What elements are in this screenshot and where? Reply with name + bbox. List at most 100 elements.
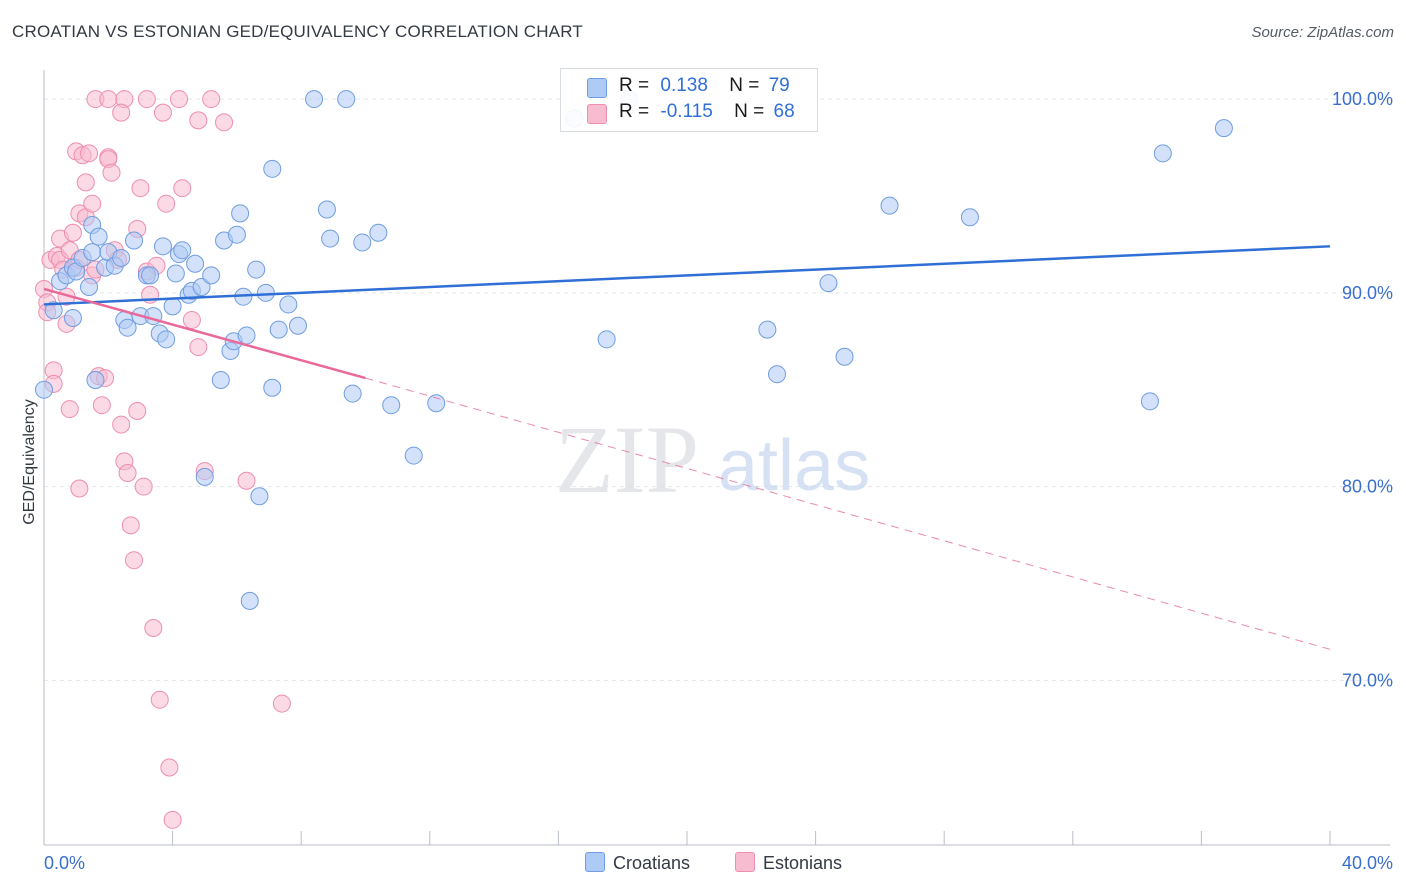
series-legend: Croatians Estonians	[0, 852, 1406, 878]
croatians-point	[758, 320, 777, 339]
croatians-point	[166, 264, 185, 283]
croatians-point	[317, 200, 336, 219]
estonians-point	[128, 402, 147, 420]
estonians-point	[112, 103, 131, 122]
croatians-point	[960, 208, 979, 227]
y-tick-label: 100.0%	[1332, 89, 1393, 109]
croatians-point	[343, 384, 362, 403]
croatians-point	[231, 204, 250, 223]
estonians-point	[150, 690, 169, 709]
croatians-point	[263, 378, 282, 397]
croatians-trend-line	[43, 245, 1331, 306]
croatians-point	[173, 241, 192, 260]
estonians-point	[92, 396, 111, 415]
croatians-point	[337, 90, 356, 109]
croatians-point	[227, 225, 246, 244]
estonians-point	[170, 90, 189, 109]
estonians-point	[134, 477, 153, 496]
legend-n-label: N =	[729, 75, 760, 96]
axes	[43, 70, 1390, 846]
croatians-point	[404, 446, 423, 465]
legend-r-label: R =	[619, 101, 650, 122]
croatians-point	[195, 467, 214, 486]
croatians-point	[211, 371, 230, 389]
estonians-point	[112, 415, 131, 434]
croatians-point	[819, 274, 838, 293]
estonians-point	[80, 144, 99, 163]
y-tick-label: 90.0%	[1342, 283, 1393, 303]
croatians-point	[256, 283, 275, 302]
estonians-point	[189, 111, 208, 130]
croatians-point	[44, 301, 63, 320]
croatians-point	[112, 248, 131, 267]
x-tick-label: 40.0%	[1342, 853, 1393, 873]
croatians-point	[279, 295, 298, 314]
estonians-point	[272, 694, 291, 713]
croatians-point	[382, 396, 401, 415]
estonians-point	[157, 194, 176, 213]
croatians-point	[768, 365, 787, 384]
estonians-point	[189, 338, 208, 357]
croatians-point	[35, 380, 53, 399]
estonians-point	[182, 310, 201, 329]
estonians-point	[163, 810, 182, 829]
estonians-point	[83, 194, 102, 213]
estonians-point	[160, 758, 179, 777]
croatians-point	[157, 330, 176, 349]
estonians-point	[173, 179, 192, 198]
croatians-point	[288, 316, 307, 335]
croatians-point	[186, 254, 205, 273]
estonians-point	[215, 113, 234, 132]
croatians-point	[263, 159, 282, 178]
estonians-point	[60, 400, 79, 419]
croatians-point	[118, 318, 137, 337]
croatians-point	[83, 243, 102, 262]
croatians-point	[202, 266, 221, 285]
croatians-point	[86, 371, 105, 389]
estonians-point	[144, 619, 163, 637]
estonians-point	[63, 223, 82, 242]
estonians-trend-line	[43, 287, 366, 380]
legend-n-value: 79	[768, 75, 790, 96]
croatians-point	[269, 320, 288, 339]
watermark-zip: ZIP	[555, 406, 699, 513]
estonians-trend-extension	[365, 377, 1331, 650]
croatians-point	[141, 266, 160, 285]
croatians-point	[163, 297, 182, 316]
croatians-legend-label: Croatians	[613, 853, 691, 873]
estonians-point	[202, 90, 221, 109]
estonians-point	[125, 551, 144, 570]
croatians-point	[880, 196, 899, 215]
croatians-point	[1214, 119, 1233, 138]
watermark-atlas: atlas	[718, 426, 870, 506]
estonians-point	[137, 90, 156, 109]
estonians-point	[131, 179, 150, 198]
croatians-point	[237, 326, 256, 345]
legend-r-value: 0.138	[660, 75, 708, 96]
croatians-point	[427, 394, 446, 413]
croatians-point	[1140, 392, 1159, 411]
legend-n-value: 68	[773, 101, 795, 122]
legend-r-value: -0.115	[660, 101, 713, 122]
legend-n-label: N =	[734, 101, 765, 122]
y-tick-label: 80.0%	[1342, 477, 1393, 497]
source-credit: Source: ZipAtlas.com	[1251, 24, 1394, 41]
croatians-point	[247, 260, 266, 279]
croatians-point	[1153, 144, 1172, 163]
croatians-point	[125, 231, 144, 250]
legend-item-croatians: Croatians	[585, 852, 690, 874]
estonians-swatch	[587, 104, 607, 124]
tick-labels: 70.0% 80.0% 90.0% 100.0% 0.0% 40.0%	[44, 89, 1393, 873]
stats-legend: R = 0.138 N = 79 R = -0.115 N = 68	[560, 68, 818, 132]
croatians-point	[240, 591, 259, 610]
croatians-swatch	[587, 78, 607, 98]
croatians-point	[597, 330, 616, 349]
croatians-legend-swatch	[585, 852, 605, 872]
estonians-points	[35, 90, 291, 829]
x-tick-label: 0.0%	[44, 853, 85, 873]
trend-lines	[43, 245, 1331, 650]
estonians-point	[99, 90, 118, 109]
croatians-point	[80, 278, 99, 296]
legend-item-estonians: Estonians	[735, 852, 842, 874]
